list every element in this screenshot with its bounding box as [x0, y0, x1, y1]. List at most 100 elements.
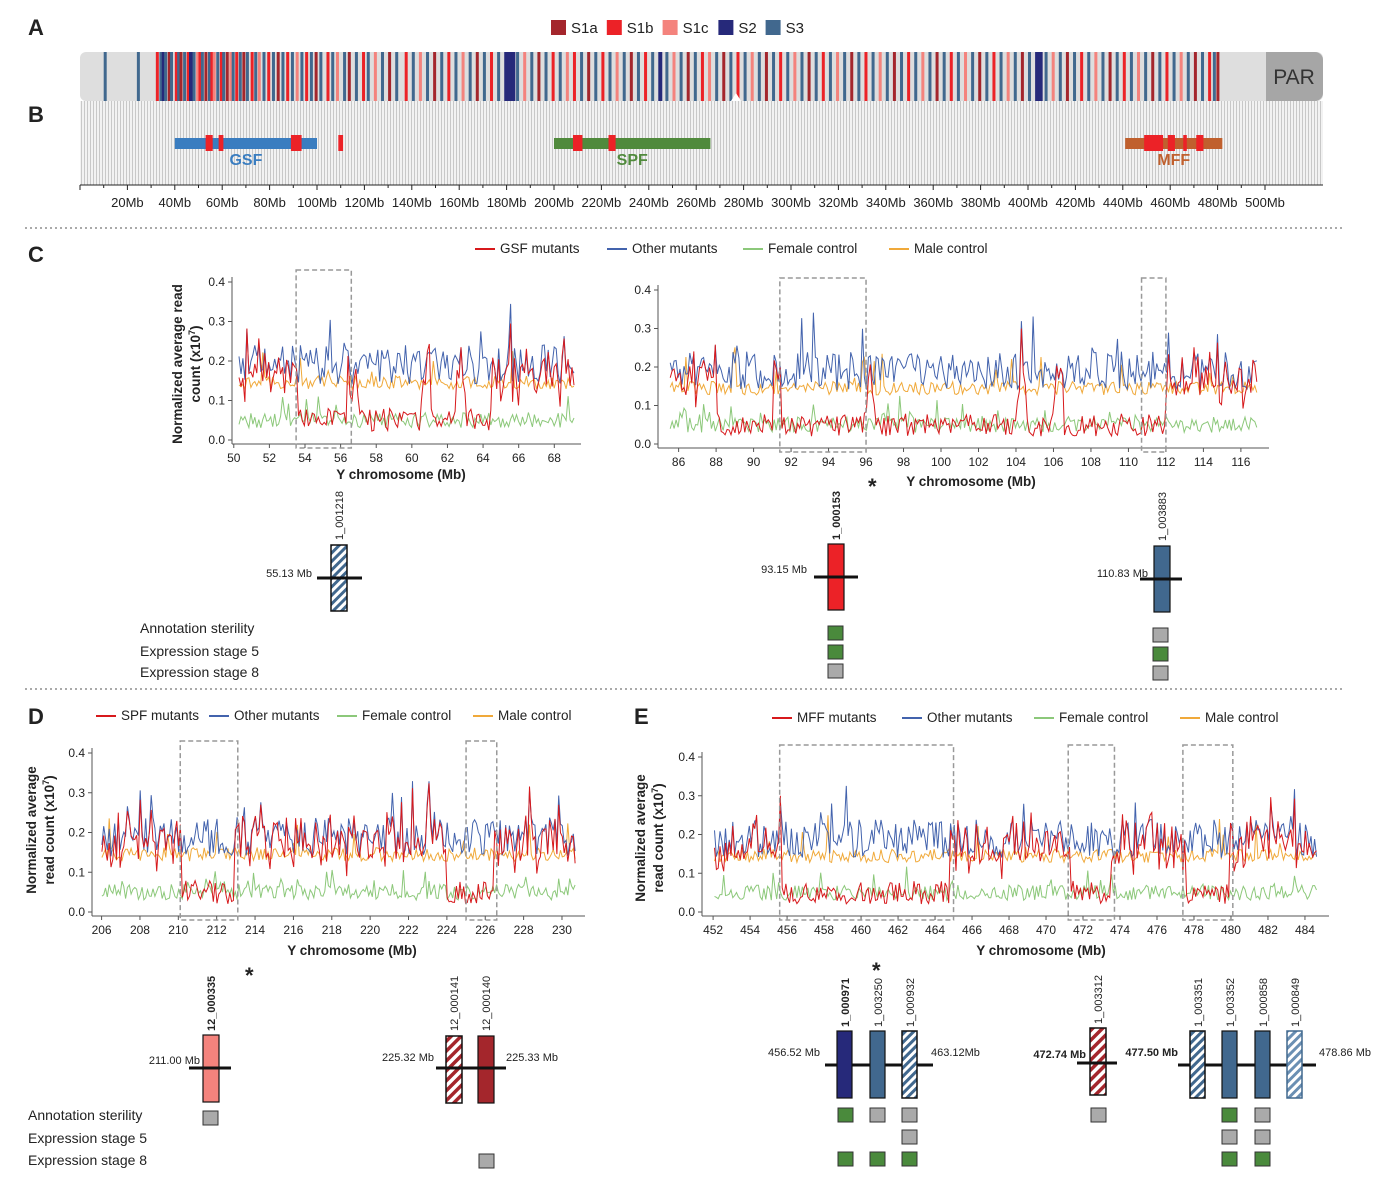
- band: [644, 52, 648, 101]
- x-tick-label: 102: [968, 455, 988, 469]
- gene-1-003351: 477.50 Mb 1_003351: [1125, 978, 1206, 1099]
- band: [750, 52, 754, 101]
- gene-1-000153: 93.15 Mb 1_000153 *: [761, 474, 877, 611]
- gene-12-000140: 225.33 Mb 12_000140: [477, 976, 558, 1104]
- x-tick-label: 228: [514, 923, 534, 937]
- region-hit: [1144, 135, 1164, 151]
- x-tick-label: 206: [92, 923, 112, 937]
- band: [608, 52, 612, 101]
- legend-label-male: Male control: [914, 241, 988, 256]
- x-tick-label: 218: [322, 923, 342, 937]
- band: [461, 52, 465, 101]
- band: [174, 52, 178, 101]
- band: [1073, 52, 1077, 101]
- x-tick-label: 86: [672, 455, 686, 469]
- band: [235, 52, 239, 101]
- x-tick-label: 468: [999, 923, 1019, 937]
- band: [1101, 52, 1105, 101]
- band: [475, 52, 479, 101]
- legend-label-s1c: S1c: [683, 20, 709, 37]
- y-tick-label: 0.4: [68, 746, 85, 760]
- x-tick-label: 58: [370, 451, 384, 465]
- band: [200, 52, 204, 101]
- panel-c: C GSF mutants Other mutants Female control…: [28, 241, 1269, 681]
- band: [814, 52, 818, 101]
- band: [161, 52, 166, 101]
- band: [1151, 52, 1155, 101]
- y-axis-label: Normalized average: [633, 774, 648, 902]
- band: [177, 52, 181, 101]
- svg-text:1_003250: 1_003250: [873, 978, 885, 1027]
- highlight-box: [295, 269, 353, 449]
- band: [864, 52, 868, 101]
- axis-tick-label: 420Mb: [1056, 195, 1096, 210]
- band: [319, 52, 323, 101]
- svg-text:12_000141: 12_000141: [449, 976, 461, 1031]
- band: [1087, 52, 1091, 101]
- band: [276, 52, 280, 101]
- region-label-gsf: GSF: [229, 152, 262, 169]
- legend-label-female: Female control: [1059, 710, 1148, 725]
- y-tick-label: 0.3: [634, 322, 651, 336]
- axis-tick-label: 440Mb: [1103, 195, 1143, 210]
- band: [1216, 52, 1220, 101]
- band: [189, 52, 194, 101]
- legend-label-mutants: MFF mutants: [797, 710, 877, 725]
- band: [900, 52, 904, 101]
- band: [1193, 52, 1197, 101]
- panel-b: B GSF SPF MFF 20Mb 40Mb 60Mb 80Mb 100Mb 120Mb 14…: [28, 101, 1323, 210]
- band: [779, 52, 783, 101]
- x-tick-label: 476: [1147, 923, 1167, 937]
- band: [440, 52, 444, 101]
- band: [772, 52, 776, 101]
- x-tick-label: 92: [784, 455, 798, 469]
- legend-label-s1b: S1b: [627, 20, 654, 37]
- band: [373, 52, 377, 101]
- annotation-squares-c: [827, 625, 1169, 681]
- x-tick-label: 114: [1194, 455, 1213, 469]
- band: [1115, 52, 1119, 101]
- par-region: [1266, 52, 1323, 101]
- legend-label-other: Other mutants: [927, 710, 1013, 725]
- band: [331, 52, 335, 101]
- band: [1158, 52, 1162, 101]
- region-hit: [1196, 135, 1204, 151]
- band: [878, 52, 882, 101]
- region-track-bars: GSF SPF MFF: [174, 135, 1223, 169]
- legend-label-female: Female control: [768, 241, 857, 256]
- x-tick-label: 210: [168, 923, 188, 937]
- x-tick-label: 96: [859, 455, 873, 469]
- band: [305, 52, 309, 101]
- region-bar-spf: [554, 138, 711, 149]
- svg-text:1_000153: 1_000153: [831, 491, 843, 540]
- x-tick-label: 458: [814, 923, 834, 937]
- svg-text:1_003312: 1_003312: [1093, 975, 1105, 1024]
- legend-swatch-s1a: [551, 20, 566, 35]
- x-tick-label: 108: [1081, 455, 1101, 469]
- svg-text:1_003351: 1_003351: [1193, 978, 1205, 1027]
- highlight-box: [1067, 744, 1116, 921]
- band: [693, 52, 697, 101]
- axis-tick-label: 180Mb: [487, 195, 527, 210]
- band: [366, 52, 370, 101]
- band: [708, 52, 712, 101]
- band: [615, 52, 619, 101]
- band: [956, 52, 960, 101]
- band: [1179, 52, 1183, 101]
- region-hit: [205, 135, 213, 151]
- y-tick-label: 0.2: [68, 826, 85, 840]
- band: [103, 52, 107, 101]
- series-male-control: [238, 351, 575, 391]
- row-label-stage5: Expression stage 5: [140, 643, 259, 659]
- band: [395, 52, 399, 101]
- band: [686, 52, 690, 101]
- band: [1013, 52, 1017, 101]
- band: [155, 52, 159, 101]
- region-hit: [572, 135, 583, 151]
- axis-tick-label: 120Mb: [345, 195, 385, 210]
- band: [800, 52, 804, 101]
- legend-swatch-s3: [765, 20, 781, 35]
- axis-tick-label: 220Mb: [582, 195, 622, 210]
- y-tick-label: 0.3: [208, 315, 225, 329]
- band: [1201, 52, 1205, 101]
